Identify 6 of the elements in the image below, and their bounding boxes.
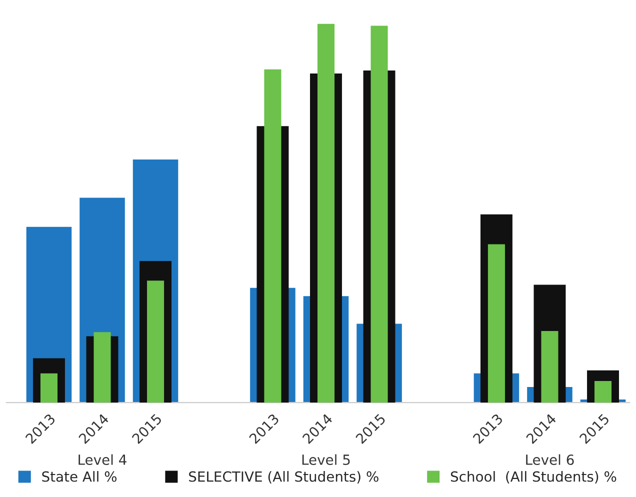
legend-label: School (All Students) % <box>450 471 616 484</box>
text: Level 5 <box>302 454 350 466</box>
text: Level 4 <box>78 454 126 466</box>
text: Level 6 <box>526 454 574 466</box>
legend-label: SELECTIVE (All Students) % <box>189 471 378 484</box>
legend-label: State All % <box>42 471 117 482</box>
